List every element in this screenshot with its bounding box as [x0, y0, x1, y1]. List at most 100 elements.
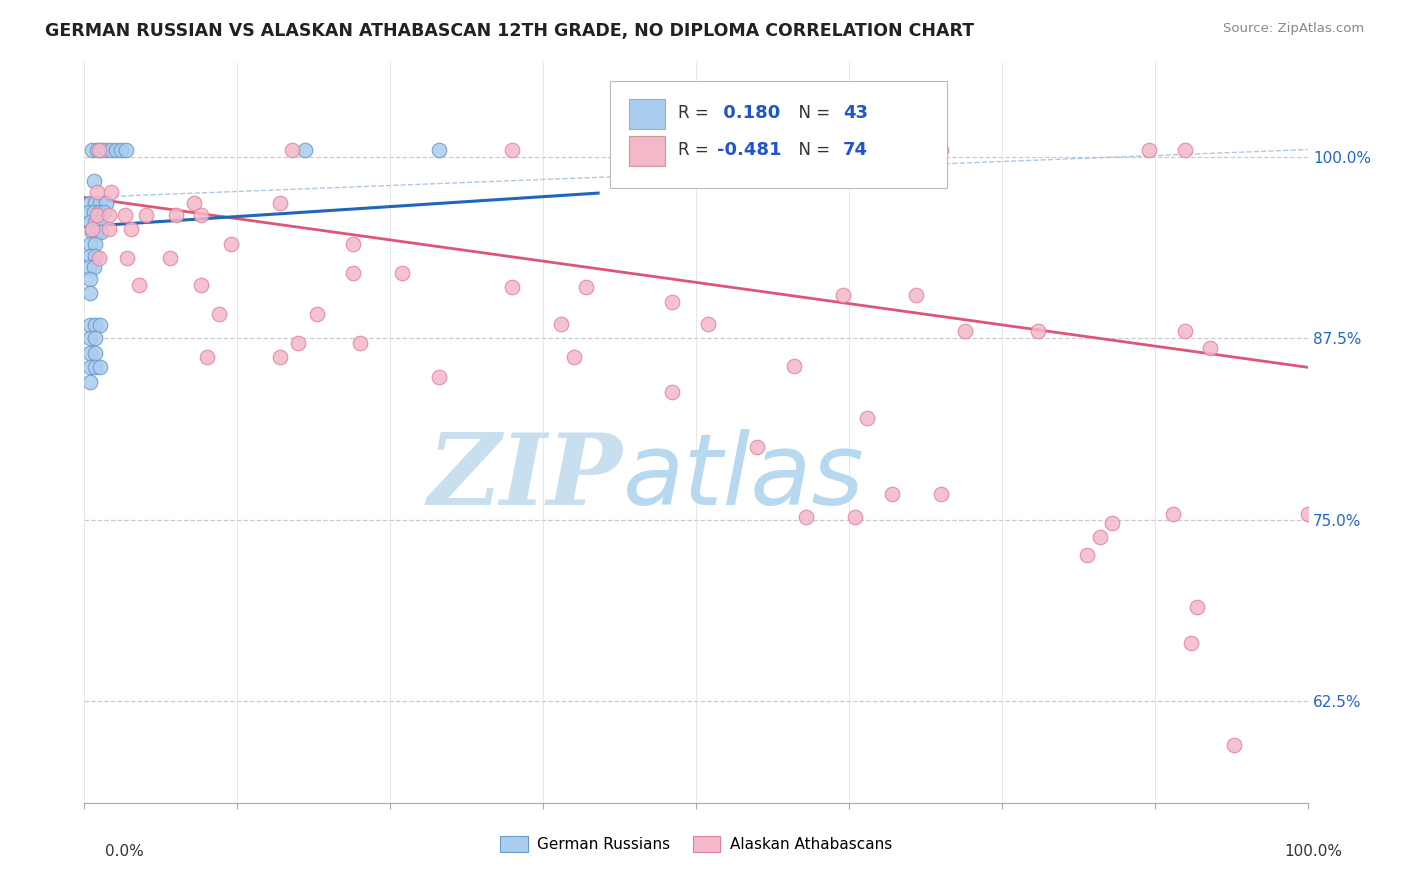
Point [1296, 507, 1319, 521]
Point [294, 143, 316, 157]
Point [79, 271, 101, 285]
Text: R =: R = [678, 141, 714, 159]
Point [135, 208, 157, 222]
Point [84, 236, 107, 251]
Point [79, 318, 101, 333]
Point [90, 143, 112, 157]
Point [195, 350, 218, 364]
Point [844, 509, 866, 524]
Point [697, 317, 720, 331]
Point [93, 205, 115, 219]
Text: 0.180: 0.180 [717, 103, 780, 122]
Point [84, 196, 107, 211]
FancyBboxPatch shape [628, 99, 665, 129]
Point [86, 185, 108, 199]
Text: 100.0%: 100.0% [1285, 845, 1343, 859]
Point [349, 335, 371, 350]
Point [1076, 548, 1098, 562]
Point [84, 215, 107, 229]
Point [105, 143, 128, 157]
Point [77, 260, 100, 274]
Point [747, 440, 769, 454]
Point [84, 331, 107, 345]
Point [100, 143, 122, 157]
Point [502, 143, 524, 157]
Point [929, 486, 952, 500]
Point [86, 225, 108, 239]
Point [929, 143, 952, 157]
Point [79, 360, 101, 375]
Point [1198, 342, 1220, 356]
Point [110, 143, 132, 157]
Point [831, 287, 853, 301]
Point [1137, 143, 1160, 157]
Point [281, 143, 304, 157]
Point [84, 248, 107, 262]
Point [1174, 143, 1197, 157]
Point [79, 196, 101, 211]
Point [89, 196, 111, 211]
Point [87, 252, 110, 266]
FancyBboxPatch shape [628, 136, 665, 166]
Point [856, 411, 879, 425]
Point [79, 345, 101, 359]
Point [502, 280, 524, 294]
Point [269, 196, 291, 211]
Text: -0.481: -0.481 [717, 141, 782, 159]
Point [661, 384, 683, 399]
Point [79, 331, 101, 345]
Point [89, 215, 111, 229]
Point [183, 196, 205, 211]
Point [84, 345, 107, 359]
Point [208, 307, 231, 321]
Point [165, 208, 187, 222]
Point [115, 252, 138, 266]
Point [100, 185, 122, 199]
Point [96, 143, 118, 157]
Point [87, 143, 110, 157]
Point [1187, 599, 1209, 614]
Point [427, 143, 450, 157]
Point [79, 215, 101, 229]
Text: GERMAN RUSSIAN VS ALASKAN ATHABASCAN 12TH GRADE, NO DIPLOMA CORRELATION CHART: GERMAN RUSSIAN VS ALASKAN ATHABASCAN 12T… [45, 22, 974, 40]
Point [1161, 507, 1184, 521]
FancyBboxPatch shape [610, 81, 946, 188]
Point [96, 196, 118, 211]
Point [80, 222, 103, 236]
Point [783, 359, 806, 373]
Point [1028, 324, 1050, 338]
Point [86, 143, 108, 157]
Point [97, 208, 120, 222]
Point [661, 295, 683, 310]
Point [880, 486, 903, 500]
Point [84, 360, 107, 375]
Point [87, 205, 110, 219]
Point [342, 266, 364, 280]
Point [305, 307, 328, 321]
Point [115, 143, 138, 157]
Point [190, 277, 212, 292]
Point [1180, 636, 1202, 650]
Point [159, 252, 181, 266]
Point [114, 208, 136, 222]
Point [79, 286, 101, 301]
Point [80, 225, 103, 239]
Point [128, 277, 150, 292]
Point [84, 318, 107, 333]
Point [1101, 516, 1123, 530]
Legend: German Russians, Alaskan Athabascans: German Russians, Alaskan Athabascans [494, 830, 898, 858]
Point [89, 360, 111, 375]
Point [190, 208, 212, 222]
Text: atlas: atlas [623, 428, 865, 525]
Point [562, 350, 585, 364]
Text: 0.0%: 0.0% [105, 845, 145, 859]
Point [86, 208, 108, 222]
Point [391, 266, 413, 280]
Point [89, 318, 111, 333]
Point [83, 260, 105, 274]
Point [90, 225, 112, 239]
Point [575, 280, 598, 294]
Point [77, 205, 100, 219]
Point [550, 317, 572, 331]
Point [79, 236, 101, 251]
